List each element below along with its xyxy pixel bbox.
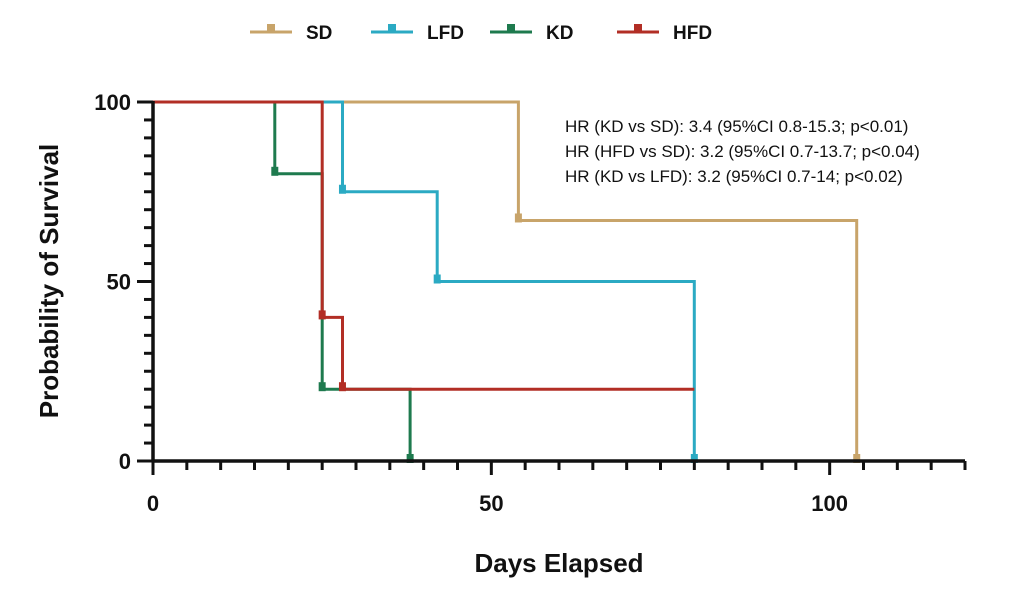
censor-marker-sd-1 (853, 454, 861, 463)
censor-marker-kd-2 (406, 454, 414, 463)
legend-label-sd: SD (306, 23, 332, 44)
legend: SD LFD KD HFD (250, 23, 712, 44)
series-line-kd (153, 100, 412, 461)
series-line-hfd (153, 100, 695, 391)
legend-marker-sd (267, 24, 275, 32)
series-line-lfd (153, 100, 696, 461)
hr-annotation-2: HR (HFD vs SD): 3.2 (95%CI 0.7-13.7; p<0… (565, 142, 920, 161)
legend-marker-lfd (388, 24, 396, 32)
legend-label-hfd: HFD (673, 23, 712, 44)
x-axis-title: Days Elapsed (474, 548, 643, 578)
censor-marker-sd-0 (514, 213, 522, 223)
censor-marker-lfd-0 (338, 184, 346, 194)
y-tick-label: 100 (94, 90, 131, 115)
censor-marker-kd-1 (318, 382, 326, 392)
series-layer (153, 100, 861, 463)
legend-label-lfd: LFD (427, 23, 464, 44)
y-axis-title: Probability of Survival (34, 144, 64, 419)
axes: 0 50 100 0 50 100 (94, 90, 967, 516)
censor-marker-lfd-1 (433, 274, 441, 284)
y-tick-label: 0 (119, 449, 131, 474)
hr-annotation-1: HR (KD vs SD): 3.4 (95%CI 0.8-15.3; p<0.… (565, 117, 908, 136)
censor-marker-hfd-0 (318, 310, 326, 320)
legend-marker-hfd (634, 24, 642, 32)
legend-label-kd: KD (546, 23, 573, 44)
x-tick-label: 100 (811, 491, 848, 516)
hr-annotation-3: HR (KD vs LFD): 3.2 (95%CI 0.7-14; p<0.0… (565, 167, 903, 186)
annotations: HR (KD vs SD): 3.4 (95%CI 0.8-15.3; p<0.… (565, 117, 920, 186)
y-tick-label: 50 (107, 270, 131, 295)
x-tick-label: 0 (147, 491, 159, 516)
x-tick-label: 50 (479, 491, 503, 516)
legend-marker-kd (507, 24, 515, 32)
censor-marker-lfd-2 (690, 454, 698, 463)
censor-marker-kd-0 (271, 166, 279, 176)
censor-marker-hfd-1 (338, 382, 346, 392)
